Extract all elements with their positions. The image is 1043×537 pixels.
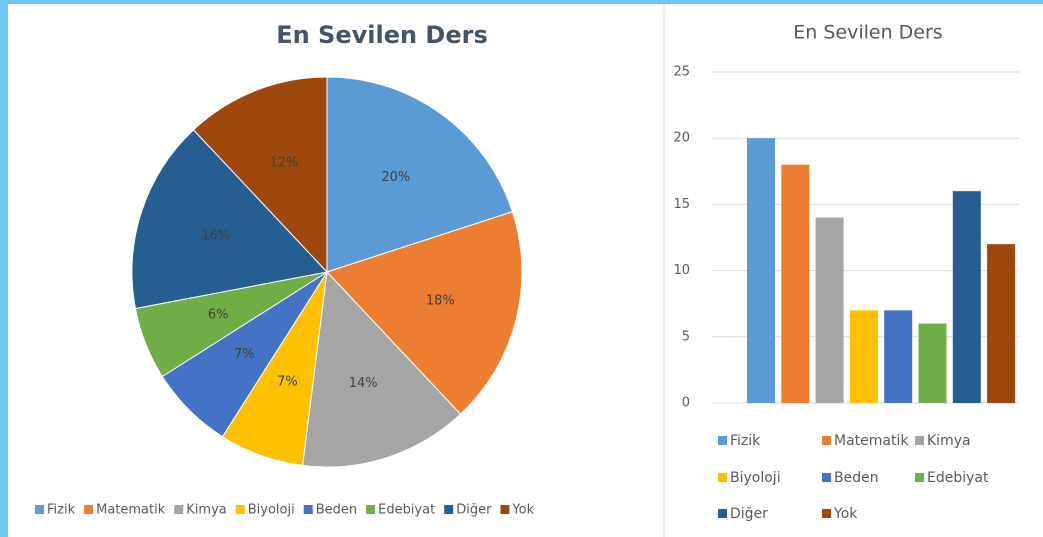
legend-label: Kimya — [927, 433, 971, 449]
legend-swatch — [235, 505, 245, 514]
pie-slice — [131, 129, 328, 310]
legend-swatch — [84, 505, 94, 514]
pie-slice — [326, 76, 514, 273]
legend-swatch — [444, 505, 454, 514]
bar — [918, 323, 947, 403]
legend-swatch — [822, 509, 831, 518]
y-tick-label: 10 — [673, 263, 690, 278]
bar-title: En Sevilen Ders — [793, 22, 942, 44]
y-tick-label: 25 — [673, 65, 690, 80]
legend-label: Beden — [316, 503, 357, 518]
top-border — [0, 0, 1043, 4]
legend-swatch — [718, 436, 727, 445]
slice-label: 20% — [381, 170, 410, 185]
slice-label: 7% — [234, 347, 255, 362]
pie-slice — [326, 211, 523, 415]
legend-label: Fizik — [47, 503, 76, 518]
bar — [815, 217, 844, 403]
legend-swatch — [718, 509, 727, 518]
bar — [987, 244, 1016, 403]
legend-label: Beden — [834, 470, 879, 486]
legend-swatch — [822, 436, 831, 445]
legend-label: Yok — [833, 506, 858, 522]
legend-label: Fizik — [730, 433, 761, 449]
legend-label: Matematik — [834, 433, 909, 449]
slice-label: 12% — [269, 156, 298, 171]
legend-swatch — [915, 436, 924, 445]
y-tick-label: 15 — [673, 197, 690, 212]
legend-label: Edebiyat — [927, 470, 989, 486]
bar — [747, 138, 775, 403]
legend-swatch — [718, 473, 727, 482]
slice-label: 14% — [349, 376, 378, 391]
y-tick-label: 20 — [673, 131, 690, 146]
legend-swatch — [822, 473, 831, 482]
legend-label: Biyoloji — [248, 503, 295, 518]
legend-label: Kimya — [186, 503, 226, 518]
pie-title: En Sevilen Ders — [276, 21, 488, 49]
bar — [781, 164, 810, 403]
bar — [849, 310, 878, 403]
legend-swatch — [174, 505, 184, 514]
slice-label: 7% — [277, 375, 298, 390]
legend-label: Matematik — [96, 503, 166, 518]
bar — [884, 310, 913, 403]
legend-label: Yok — [511, 503, 534, 518]
pie-slice — [302, 270, 462, 468]
slice-label: 16% — [201, 228, 230, 243]
legend-swatch — [915, 473, 924, 482]
y-tick-label: 0 — [682, 396, 690, 411]
legend-label: Diğer — [730, 506, 768, 522]
left-border — [0, 0, 8, 537]
slice-label: 6% — [208, 308, 229, 323]
legend-label: Biyoloji — [730, 470, 781, 486]
y-tick-label: 5 — [682, 329, 690, 344]
slice-label: 18% — [426, 294, 455, 309]
legend-swatch — [366, 505, 376, 514]
pie-slice — [192, 76, 328, 274]
legend-swatch — [35, 505, 44, 514]
legend-swatch — [303, 505, 313, 514]
legend-swatch — [500, 505, 510, 514]
bar — [952, 191, 981, 403]
legend-label: Diğer — [456, 503, 492, 518]
legend-label: Edebiyat — [378, 503, 435, 518]
